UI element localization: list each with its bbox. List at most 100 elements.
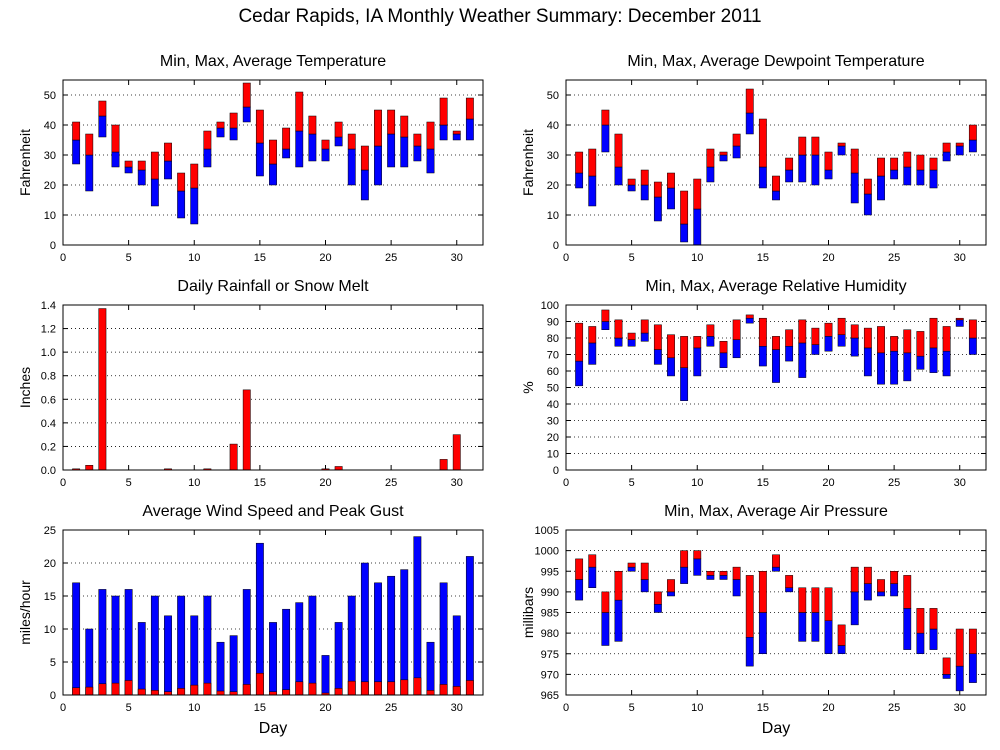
avg-to-max-bar: [903, 329, 912, 354]
min-to-avg-bar: [929, 347, 938, 373]
min-to-avg-bar: [190, 187, 199, 225]
chart-pressure: Min, Max, Average Air Pressure 965 970 975 9…: [520, 503, 987, 737]
avg-to-max-bar: [942, 142, 951, 153]
x-tick-label: 20: [319, 702, 331, 714]
min-to-avg-bar: [680, 223, 689, 243]
x-tick-label: 25: [385, 252, 397, 264]
min-to-avg-bar: [863, 193, 872, 216]
y-tick-label: 20: [44, 558, 56, 570]
y-tick-label: 0: [553, 465, 559, 477]
avg-speed-bar: [426, 690, 435, 696]
avg-to-max-bar: [850, 324, 859, 339]
x-tick-label: 20: [822, 477, 834, 489]
y-tick-label: 20: [547, 432, 559, 444]
chart-temperature: Min, Max, Average Temperature01020304050…: [17, 53, 484, 264]
min-to-avg-bar: [465, 118, 474, 141]
avg-to-max-bar: [732, 133, 741, 147]
page-title: Cedar Rapids, IA Monthly Weather Summary…: [238, 6, 762, 27]
x-tick-label: 5: [126, 477, 132, 489]
y-axis-label: %: [520, 381, 536, 393]
avg-to-max-bar: [772, 175, 780, 192]
y-tick-label: 10: [44, 624, 56, 636]
avg-to-max-bar: [890, 157, 899, 171]
gust-bar: [413, 536, 422, 696]
avg-to-max-bar: [890, 336, 899, 352]
min-to-avg-bar: [85, 154, 94, 192]
x-tick-label: 0: [563, 252, 569, 264]
min-to-avg-bar: [124, 166, 133, 174]
x-tick-label: 5: [126, 252, 132, 264]
y-tick-label: 80: [547, 333, 559, 345]
plot-frame: [565, 304, 987, 471]
avg-to-max-bar: [824, 587, 833, 621]
avg-speed-bar: [137, 688, 146, 696]
avg-to-max-bar: [150, 151, 159, 180]
avg-to-max-bar: [719, 341, 728, 354]
gust-bar: [334, 622, 343, 696]
min-to-avg-bar: [785, 587, 794, 593]
x-tick-label: 0: [60, 702, 66, 714]
y-axis-label: Fahrenheit: [520, 129, 536, 196]
avg-to-max-bar: [680, 336, 689, 368]
min-to-avg-bar: [732, 339, 741, 359]
min-to-avg-bar: [255, 142, 264, 177]
avg-to-max-bar: [798, 587, 807, 613]
min-to-avg-bar: [295, 130, 304, 168]
avg-to-max-bar: [627, 178, 636, 186]
min-to-avg-bar: [758, 612, 767, 654]
plot-frame: [565, 79, 987, 246]
x-tick-label: 10: [188, 477, 200, 489]
avg-speed-bar: [203, 682, 212, 696]
min-to-avg-bar: [863, 583, 872, 601]
min-to-avg-bar: [837, 334, 846, 347]
chart-wind: Average Wind Speed and Peak Gust 0 5 10 15 20…: [17, 503, 484, 737]
avg-to-max-bar: [347, 133, 356, 150]
min-to-avg-bar: [374, 145, 382, 186]
gust-bar: [465, 556, 474, 696]
x-tick-label: 25: [888, 702, 900, 714]
avg-to-max-bar: [706, 324, 715, 337]
x-tick-label: 20: [319, 477, 331, 489]
x-tick-label: 20: [319, 252, 331, 264]
min-to-avg-bar: [627, 339, 636, 347]
min-to-avg-bar: [203, 148, 212, 168]
gust-bar: [85, 628, 94, 696]
avg-to-max-bar: [811, 136, 820, 156]
avg-to-max-bar: [850, 566, 859, 593]
min-to-avg-bar: [798, 612, 807, 642]
avg-to-max-bar: [929, 608, 938, 630]
min-to-avg-bar: [321, 148, 330, 162]
min-to-avg-bar: [719, 352, 728, 368]
min-to-avg-bar: [785, 346, 794, 362]
y-tick-label: 1.0: [41, 347, 56, 359]
min-to-avg-bar: [680, 367, 689, 401]
min-to-avg-bar: [719, 154, 728, 162]
avg-speed-bar: [439, 684, 448, 696]
avg-to-max-bar: [614, 133, 623, 168]
gust-bar: [216, 641, 225, 696]
avg-to-max-bar: [295, 91, 304, 132]
min-to-avg-bar: [588, 175, 597, 207]
avg-to-max-bar: [706, 571, 715, 576]
min-to-avg-bar: [772, 349, 780, 383]
y-tick-label: 25: [44, 525, 56, 537]
avg-to-max-bar: [334, 121, 343, 138]
avg-to-max-bar: [269, 139, 277, 165]
chart-title: Average Wind Speed and Peak Gust: [142, 503, 404, 520]
avg-to-max-bar: [452, 130, 461, 135]
avg-speed-bar: [308, 682, 317, 696]
chart-title: Min, Max, Average Relative Humidity: [645, 278, 906, 295]
plot-frame: [62, 529, 484, 696]
avg-to-max-bar: [640, 169, 649, 186]
x-tick-label: 30: [954, 702, 966, 714]
min-to-avg-bar: [98, 115, 107, 138]
min-to-avg-bar: [706, 336, 715, 347]
x-tick-label: 15: [757, 252, 769, 264]
avg-to-max-bar: [588, 148, 597, 177]
avg-to-max-bar: [837, 317, 846, 335]
precip-bar: [242, 389, 251, 471]
avg-to-max-bar: [640, 562, 649, 580]
gust-bar: [164, 615, 172, 696]
avg-to-max-bar: [137, 160, 146, 171]
avg-to-max-bar: [667, 334, 675, 359]
